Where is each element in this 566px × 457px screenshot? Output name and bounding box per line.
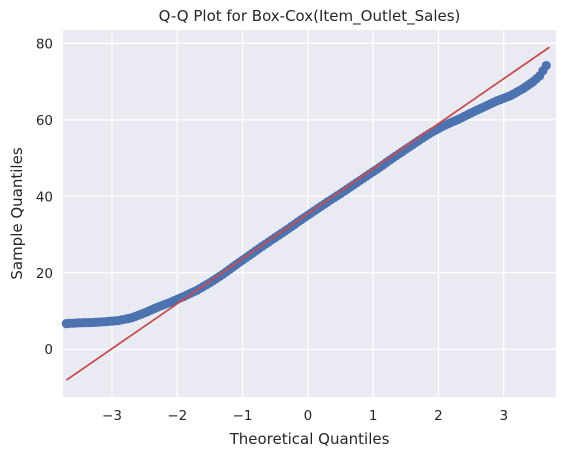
x-tick-label: 3 [499, 408, 508, 424]
chart-title: Q-Q Plot for Box-Cox(Item_Outlet_Sales) [159, 7, 461, 26]
reference-line [65, 46, 550, 381]
y-axis-label: Sample Quantiles [8, 147, 26, 279]
x-tick-labels: −3 −2 −1 0 1 2 3 [102, 408, 508, 424]
x-tick-label: 0 [304, 408, 313, 424]
x-tick-label: −3 [102, 408, 122, 424]
y-tick-label: 80 [36, 36, 53, 52]
x-tick-label: −2 [167, 408, 187, 424]
x-tick-label: 1 [369, 408, 378, 424]
y-tick-label: 20 [36, 266, 53, 282]
x-axis-label: Theoretical Quantiles [229, 430, 390, 448]
x-tick-label: −1 [233, 408, 253, 424]
y-tick-labels: 0 20 40 60 80 [36, 36, 53, 358]
sample-point [541, 60, 551, 71]
y-tick-label: 60 [36, 113, 53, 129]
y-tick-label: 0 [44, 342, 53, 358]
gridlines [63, 30, 556, 397]
y-tick-label: 40 [36, 189, 53, 205]
x-tick-label: 2 [434, 408, 443, 424]
